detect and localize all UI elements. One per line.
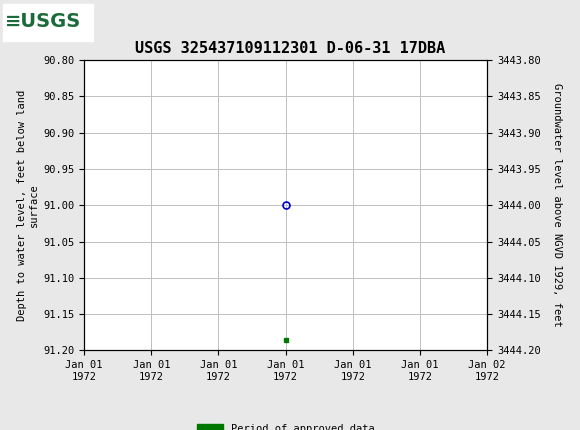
Legend: Period of approved data: Period of approved data: [193, 420, 379, 430]
FancyBboxPatch shape: [3, 3, 93, 41]
Y-axis label: Groundwater level above NGVD 1929, feet: Groundwater level above NGVD 1929, feet: [552, 83, 562, 327]
Y-axis label: Depth to water level, feet below land
surface: Depth to water level, feet below land su…: [17, 90, 39, 321]
Text: USGS 325437109112301 D-06-31 17DBA: USGS 325437109112301 D-06-31 17DBA: [135, 41, 445, 56]
Text: ≡USGS: ≡USGS: [5, 12, 81, 31]
